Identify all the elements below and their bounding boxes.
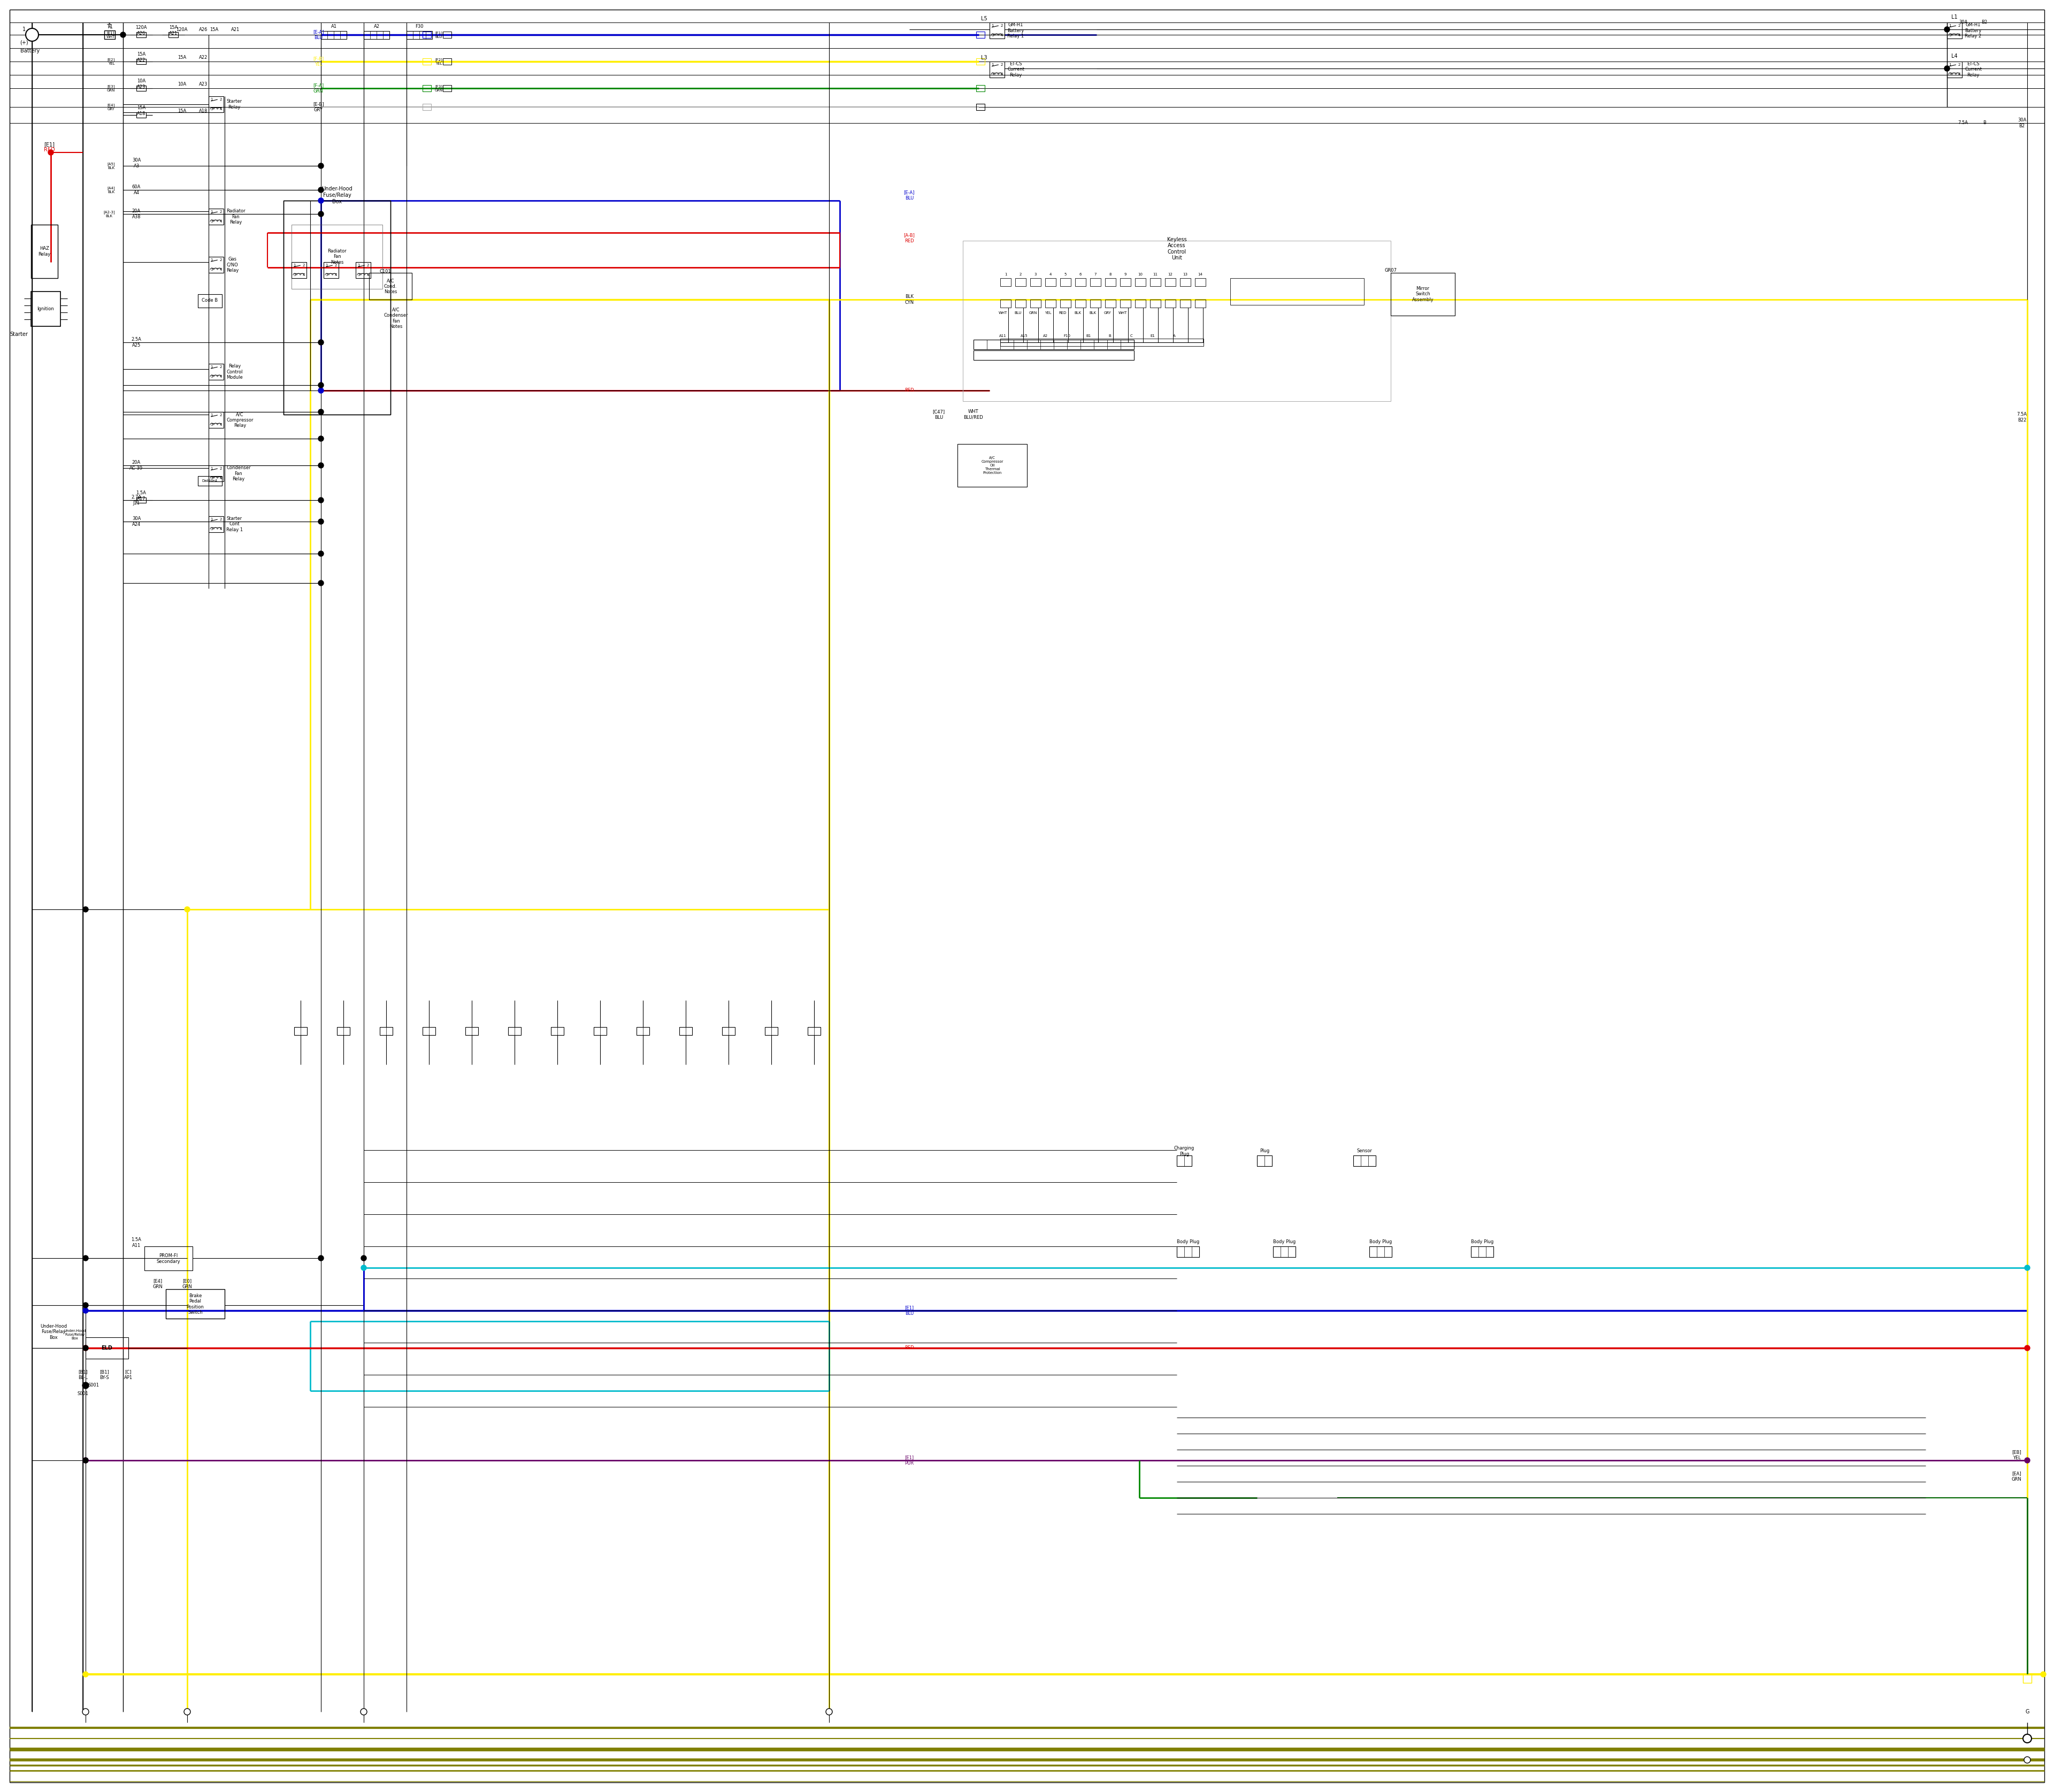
Circle shape [82, 1308, 88, 1314]
Text: [F-B]
YEL: [F-B] YEL [312, 56, 325, 66]
Text: 2: 2 [302, 263, 304, 267]
Text: [C47]
BLU: [C47] BLU [933, 409, 945, 419]
Bar [1000, 278, 1011, 287]
Text: 7.5A: 7.5A [1957, 120, 1968, 125]
Circle shape [1945, 66, 1949, 72]
Text: 1.5A
A17: 1.5A A17 [136, 491, 146, 502]
Circle shape [1945, 27, 1949, 32]
Text: Body Plug: Body Plug [1370, 1240, 1393, 1244]
Circle shape [318, 409, 325, 414]
Text: 9: 9 [1124, 272, 1128, 276]
Text: 15A
A21: 15A A21 [168, 25, 177, 36]
Circle shape [318, 382, 325, 387]
Text: 4: 4 [220, 108, 222, 111]
Text: 2: 2 [1957, 63, 1960, 66]
Bar [1031, 278, 1041, 287]
Text: [E2]
YEL: [E2] YEL [107, 57, 115, 65]
Text: A26: A26 [199, 27, 207, 32]
Circle shape [362, 1708, 368, 1715]
Bar [1074, 278, 1087, 287]
Text: GM-H1
Battery
Relay 1: GM-H1 Battery Relay 1 [1006, 23, 1025, 38]
Text: 10: 10 [1138, 272, 1142, 276]
Text: Starter: Starter [10, 332, 29, 337]
Circle shape [318, 581, 325, 586]
Text: Under-Hood
Fuse/Relay
Box: Under-Hood Fuse/Relay Box [322, 186, 353, 204]
Bar [1031, 299, 1041, 308]
Bar [1119, 299, 1132, 308]
Bar [1165, 278, 1175, 287]
Bar [594, 1027, 606, 1036]
Circle shape [318, 387, 325, 392]
Circle shape [362, 1265, 366, 1271]
Text: [E-B]
GRY: [E-B] GRY [312, 102, 325, 113]
Bar [136, 113, 146, 118]
Circle shape [318, 520, 325, 525]
Text: 1: 1 [109, 23, 111, 29]
Text: 30A
A3: 30A A3 [131, 158, 142, 168]
Circle shape [82, 1457, 88, 1462]
Bar [1165, 299, 1175, 308]
Text: PROM-FI
Secondary: PROM-FI Secondary [156, 1253, 181, 1263]
Text: ET-CS
Current
Relay: ET-CS Current Relay [1006, 61, 1025, 77]
Bar [1177, 1247, 1200, 1256]
Text: WHT: WHT [998, 312, 1006, 315]
Text: 1: 1 [210, 210, 214, 213]
Bar [1060, 299, 1070, 308]
Bar [197, 294, 222, 308]
Text: Body Plug: Body Plug [1471, 1240, 1493, 1244]
Text: L5: L5 [982, 16, 988, 22]
Text: 3: 3 [1949, 73, 1951, 75]
Bar [1195, 299, 1206, 308]
Text: 60A
A4: 60A A4 [131, 185, 142, 195]
Text: S001: S001 [88, 1383, 99, 1387]
Bar [976, 59, 984, 65]
Bar [976, 84, 984, 91]
Bar [423, 104, 431, 109]
Text: 1: 1 [325, 263, 329, 267]
Text: 6: 6 [1078, 272, 1082, 276]
Text: 5: 5 [1064, 272, 1066, 276]
Bar [1471, 1247, 1493, 1256]
Text: 120A: 120A [177, 27, 187, 32]
Bar [423, 84, 431, 91]
Text: 4: 4 [220, 375, 222, 378]
Bar [1947, 23, 1962, 38]
Text: 15A
A22: 15A A22 [138, 52, 146, 63]
Text: A/C
Compressor
Oil
Thermal
Protection: A/C Compressor Oil Thermal Protection [982, 457, 1002, 475]
Text: Body Plug: Body Plug [1273, 1240, 1296, 1244]
Circle shape [82, 1303, 88, 1308]
Text: [F1]
BLU: [F1] BLU [435, 30, 442, 38]
Bar [1150, 299, 1161, 308]
Bar [974, 340, 1134, 349]
Text: 1: 1 [992, 63, 994, 66]
Text: S001: S001 [78, 1391, 88, 1396]
Text: L3: L3 [982, 56, 988, 61]
Bar [974, 351, 1134, 360]
Text: 120A
A26: 120A A26 [136, 25, 148, 36]
Bar [1074, 299, 1087, 308]
Text: [F2]
YEL: [F2] YEL [435, 57, 442, 65]
Text: [A2-3]
BLK: [A2-3] BLK [103, 210, 115, 217]
Text: 3: 3 [294, 274, 296, 276]
Text: 1: 1 [1004, 272, 1006, 276]
Text: 3: 3 [210, 477, 214, 480]
Text: [EA]
GRN: [EA] GRN [2011, 1471, 2021, 1482]
Bar [807, 1027, 820, 1036]
Text: ET-CS
Current
Relay: ET-CS Current Relay [1966, 61, 1982, 77]
Bar [210, 466, 224, 482]
Text: A11: A11 [998, 335, 1006, 337]
Text: 1.5A
A11: 1.5A A11 [131, 1238, 142, 1247]
Text: 1: 1 [23, 27, 27, 32]
Bar [1150, 278, 1161, 287]
Text: 20A
AC-39: 20A AC-39 [129, 461, 144, 471]
Bar [292, 262, 306, 278]
Text: 1: 1 [210, 468, 214, 470]
Bar [637, 1027, 649, 1036]
Text: ELD: ELD [101, 1346, 113, 1351]
Bar [210, 97, 224, 113]
Text: 1: 1 [294, 263, 296, 267]
Text: 3: 3 [210, 269, 214, 271]
Bar [2023, 1674, 2031, 1683]
Circle shape [185, 1708, 191, 1715]
Text: 3: 3 [210, 423, 214, 426]
